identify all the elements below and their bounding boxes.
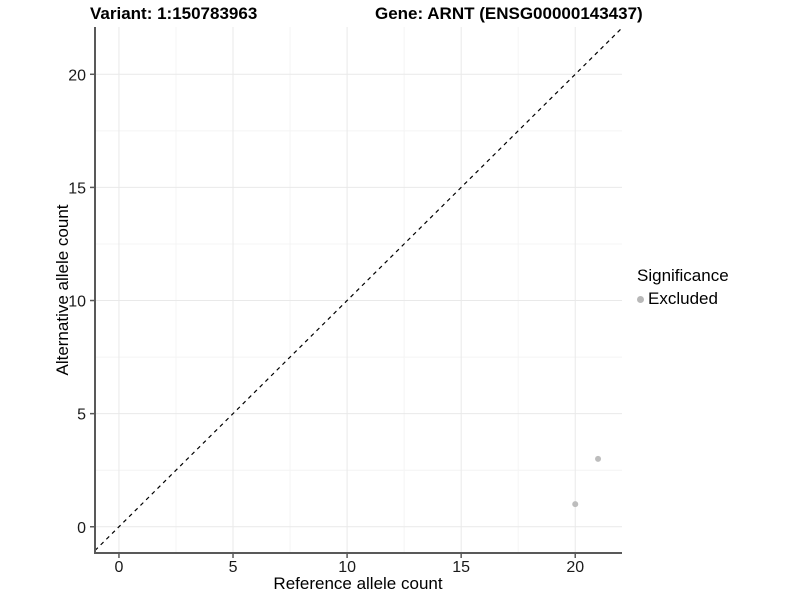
x-axis-label: Reference allele count bbox=[273, 574, 443, 593]
data-point bbox=[595, 455, 602, 462]
data-point bbox=[572, 501, 579, 508]
y-tick-label: 15 bbox=[68, 180, 86, 197]
legend-title: Significance bbox=[637, 266, 729, 285]
y-tick-label: 10 bbox=[68, 294, 86, 311]
legend-entry-excluded: Excluded bbox=[637, 289, 729, 309]
x-tick-label: 5 bbox=[229, 559, 238, 576]
x-tick-label: 20 bbox=[566, 559, 584, 576]
x-tick-label: 10 bbox=[338, 559, 356, 576]
y-tick-label: 5 bbox=[77, 407, 86, 424]
excluded-marker-icon bbox=[637, 295, 644, 303]
variant-title: Variant: 1:150783963 bbox=[90, 4, 258, 23]
legend-entry-label: Excluded bbox=[648, 289, 718, 308]
legend: Significance Excluded bbox=[637, 266, 729, 309]
y-axis-label: Alternative allele count bbox=[53, 204, 72, 376]
gene-title: Gene: ARNT (ENSG00000143437) bbox=[375, 4, 643, 23]
y-tick-label: 0 bbox=[77, 520, 86, 537]
identity-dashed-line bbox=[94, 27, 623, 551]
y-tick-label: 20 bbox=[68, 67, 86, 84]
x-tick-label: 0 bbox=[115, 559, 124, 576]
x-tick-label: 15 bbox=[452, 559, 470, 576]
